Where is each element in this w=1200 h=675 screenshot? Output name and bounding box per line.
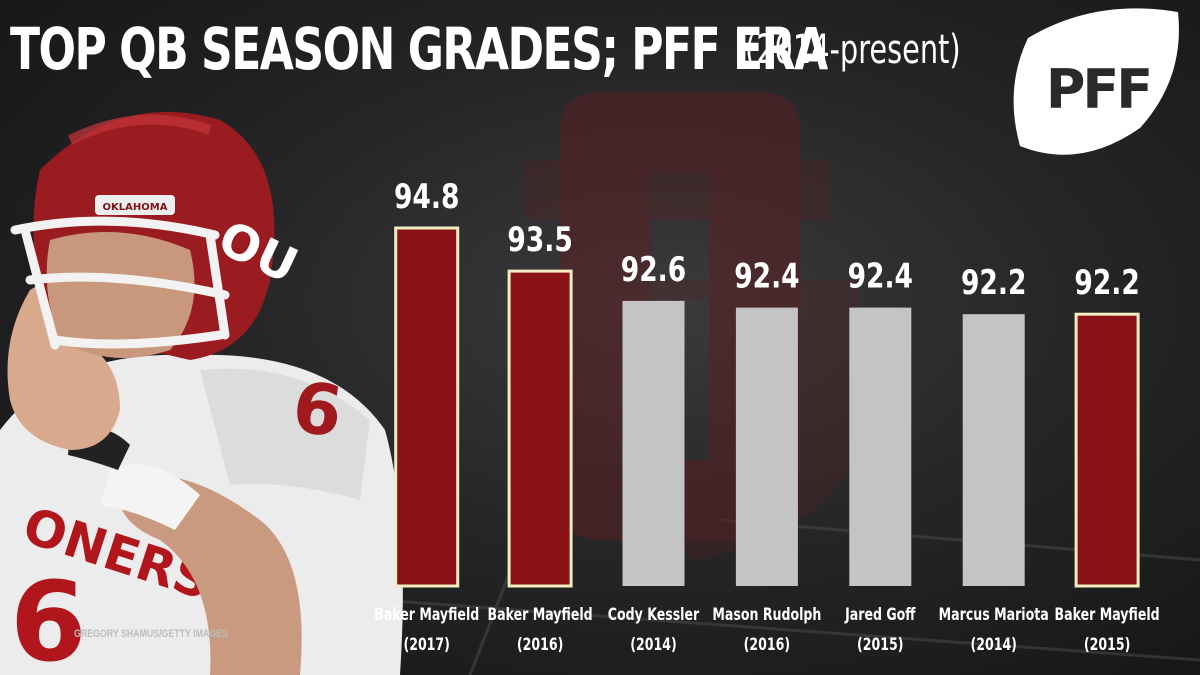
player-photo: 6 ONERS 6 OKLAHOMA OU: [0, 111, 403, 675]
value-label-5: 92.4: [848, 257, 913, 296]
bar-7: [1074, 312, 1140, 588]
category-label-4-line-2: (2016): [744, 634, 790, 654]
category-label-1-line-2: (2017): [403, 634, 449, 654]
bar-1: [394, 226, 460, 588]
bar-2: [507, 269, 573, 588]
svg-text:6: 6: [10, 558, 87, 675]
category-label-6-line-1: Marcus Mariota: [939, 604, 1049, 624]
category-label-7-line-1: Baker Mayfield: [1055, 604, 1160, 624]
chart-subtitle: (2014-present): [745, 27, 961, 73]
bars-layer: 94.8 Baker Mayfield (2017) 93.5 Baker Mayfie…: [374, 178, 1160, 655]
value-label-1: 94.8: [394, 178, 459, 217]
chart-title: TOP QB SEASON GRADES; PFF ERA: [10, 15, 828, 83]
svg-text:6: 6: [288, 366, 348, 454]
category-label-2-line-2: (2016): [517, 634, 563, 654]
bar-4: [735, 307, 798, 586]
bar-3: [622, 300, 685, 586]
category-label-3-line-1: Cody Kessler: [608, 604, 700, 624]
category-label-4-line-1: Mason Rudolph: [712, 604, 821, 624]
category-label-2-line-1: Baker Mayfield: [488, 604, 593, 624]
category-label-3-line-2: (2014): [630, 634, 676, 654]
value-label-2: 93.5: [507, 221, 572, 260]
category-label-6-line-2: (2014): [970, 634, 1016, 654]
category-label-1-line-1: Baker Mayfield: [374, 604, 479, 624]
svg-text:OKLAHOMA: OKLAHOMA: [103, 202, 168, 213]
pff-logo: PFF: [1013, 8, 1179, 155]
value-label-4: 92.4: [734, 257, 799, 296]
category-label-7-line-2: (2015): [1084, 634, 1130, 654]
value-label-3: 92.6: [621, 251, 686, 290]
category-label-5-line-2: (2015): [857, 634, 903, 654]
bar-6: [962, 314, 1025, 586]
category-label-5-line-1: Jared Goff: [844, 604, 916, 624]
value-label-6: 92.2: [961, 264, 1026, 303]
value-label-7: 92.2: [1074, 264, 1139, 303]
photo-credit: GREGORY SHAMUS/GETTY IMAGES: [74, 628, 228, 640]
pff-logo-text: PFF: [1046, 58, 1150, 121]
chart-title-block: TOP QB SEASON GRADES; PFF ERA: [10, 4, 1085, 94]
bar-5: [849, 307, 912, 586]
